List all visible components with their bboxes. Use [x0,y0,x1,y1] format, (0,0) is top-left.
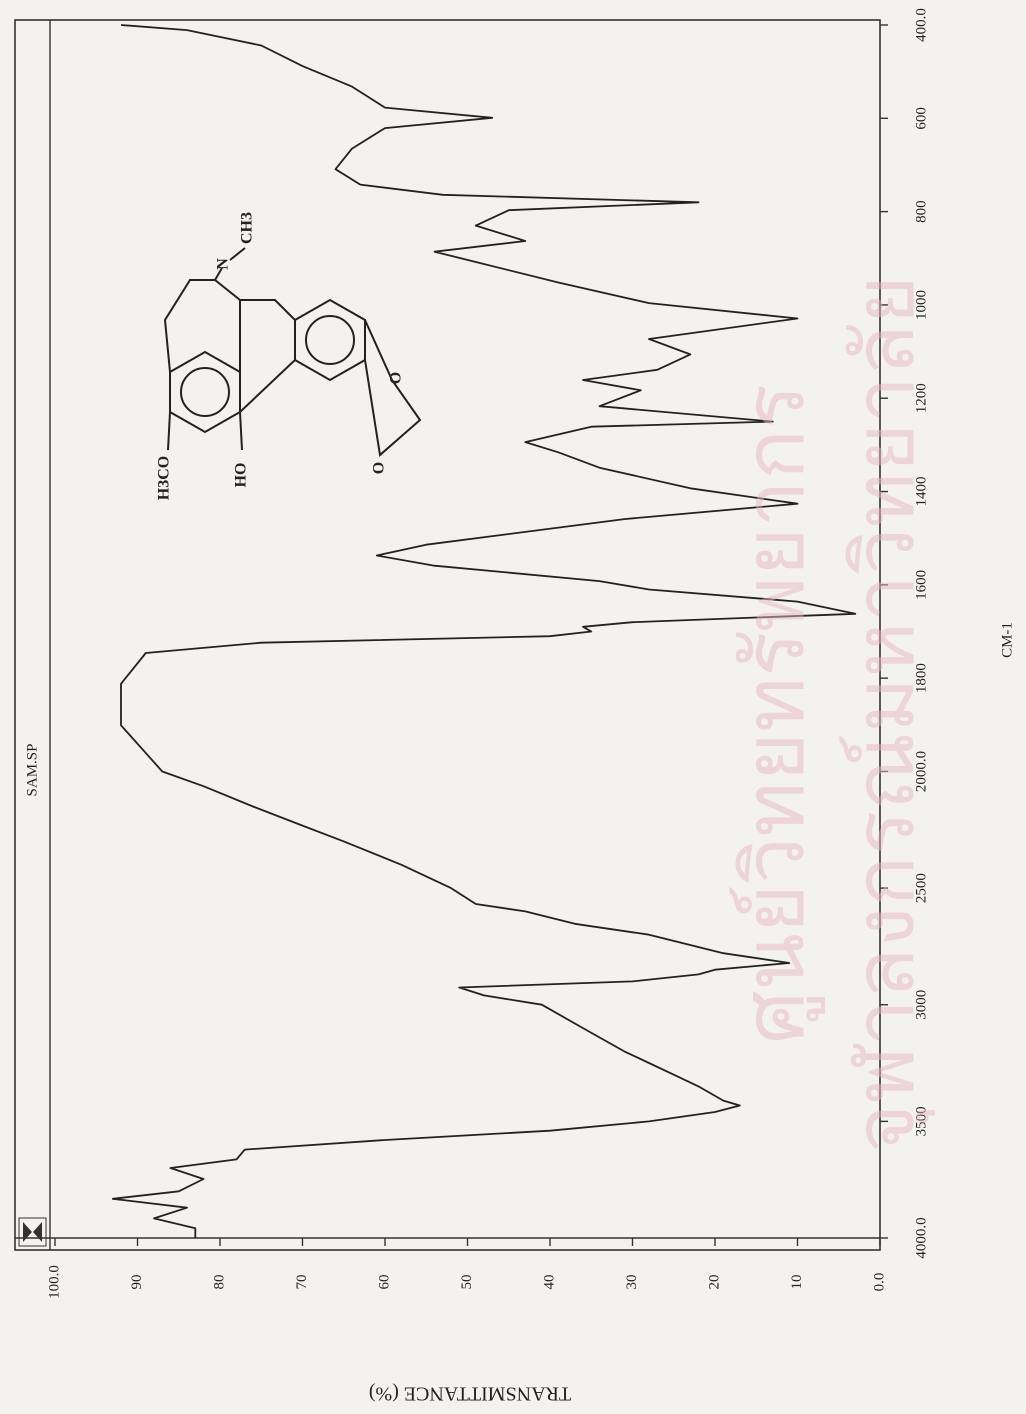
y-axis-label: TRANSMITTANCE (%) [369,1382,571,1404]
y-tick-label: 50 [459,1275,475,1290]
ring [163,279,241,373]
x-tick-label: 3000 [913,990,929,1020]
y-tick-label: 70 [294,1275,310,1290]
structure-label: H3CO [156,456,173,500]
x-tick-label: 1600 [913,570,929,600]
ring-circle [305,315,355,365]
x-tick-label: 2000.0 [913,751,929,792]
x-axis-label: CM-1 [999,622,1015,658]
y-tick-label: 20 [706,1275,722,1290]
spectrum-line [111,24,857,1238]
structure [163,247,422,457]
bond [239,411,243,451]
bond [239,359,296,413]
frame [14,19,881,1251]
x-tick-label: 2500 [913,873,929,903]
structure-label: HO [233,463,250,488]
watermark-text: จุฬาลงกรณ์มหาวิทยาลัย [835,275,936,1153]
y-tick-label: 80 [211,1275,227,1290]
plot-group: SAM.SP CM-1 0.0 10 20 30 40 50 60 70 80 90 100.0 40… [14,8,1015,1299]
x-tick-label: 4000.0 [913,1217,929,1258]
x-tick-label: 1200 [913,383,929,413]
scroll-icon [18,1217,47,1247]
bond [364,319,422,457]
x-tick-label: 3500 [913,1106,929,1136]
scroll-icon-glyph [23,1222,42,1242]
x-tick-label: 1400 [913,477,929,507]
x-tick-label: 600 [913,107,929,130]
structure-label: N [215,258,232,270]
y-tick-label: 100.0 [46,1265,62,1299]
y-tick-label: 30 [624,1275,640,1290]
structure-label: O [371,462,388,474]
x-tick-label: 1000 [913,290,929,320]
sample-name: SAM.SP [24,744,40,797]
y-tick-label: 10 [789,1275,805,1290]
bond [240,299,296,321]
ring-circle [180,367,230,417]
watermark-text: ศูนย์วิทยทรัพยากร [725,384,825,1044]
y-tick-label: 90 [129,1275,145,1290]
bond [167,411,171,451]
structure-labels: H3CO HO N CH3 O O [156,212,405,500]
y-tick-label: 0.0 [871,1273,887,1292]
structure-label: O [388,372,405,384]
x-tick-label: 800 [913,200,929,223]
x-tick-label: 400.0 [913,8,929,42]
bond [214,267,223,281]
y-tick-label: 60 [376,1275,392,1290]
x-tick-label: 1800 [913,663,929,693]
bond [229,247,246,261]
structure-label: CH3 [239,212,256,244]
y-tick-label: 40 [541,1275,557,1290]
